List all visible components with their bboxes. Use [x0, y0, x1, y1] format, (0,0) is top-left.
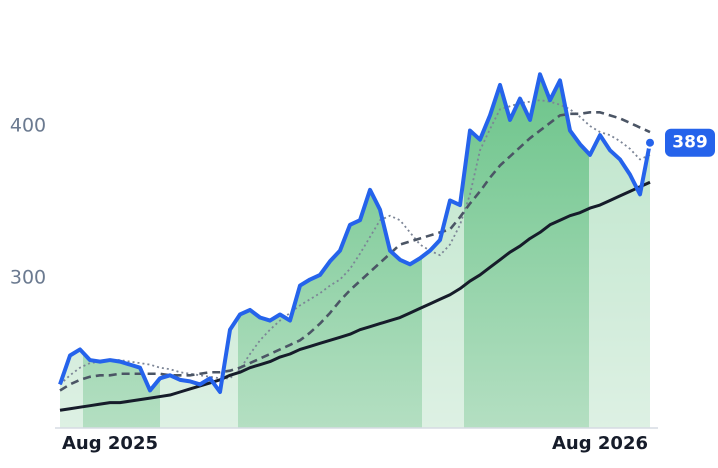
- moving-average-line: [59, 111, 651, 392]
- y-tick-label: 400: [10, 115, 46, 137]
- x-tick-label: Aug 2025: [62, 433, 158, 454]
- last-value-label: 389: [672, 133, 708, 153]
- last-value-badge: [665, 128, 715, 157]
- x-tick-label: Aug 2026: [552, 433, 648, 454]
- last-point: [644, 136, 656, 149]
- price-line: [58, 72, 652, 394]
- moving-average-line: [59, 180, 651, 412]
- moving-average-line: [59, 99, 651, 386]
- y-tick-label: 300: [10, 267, 46, 289]
